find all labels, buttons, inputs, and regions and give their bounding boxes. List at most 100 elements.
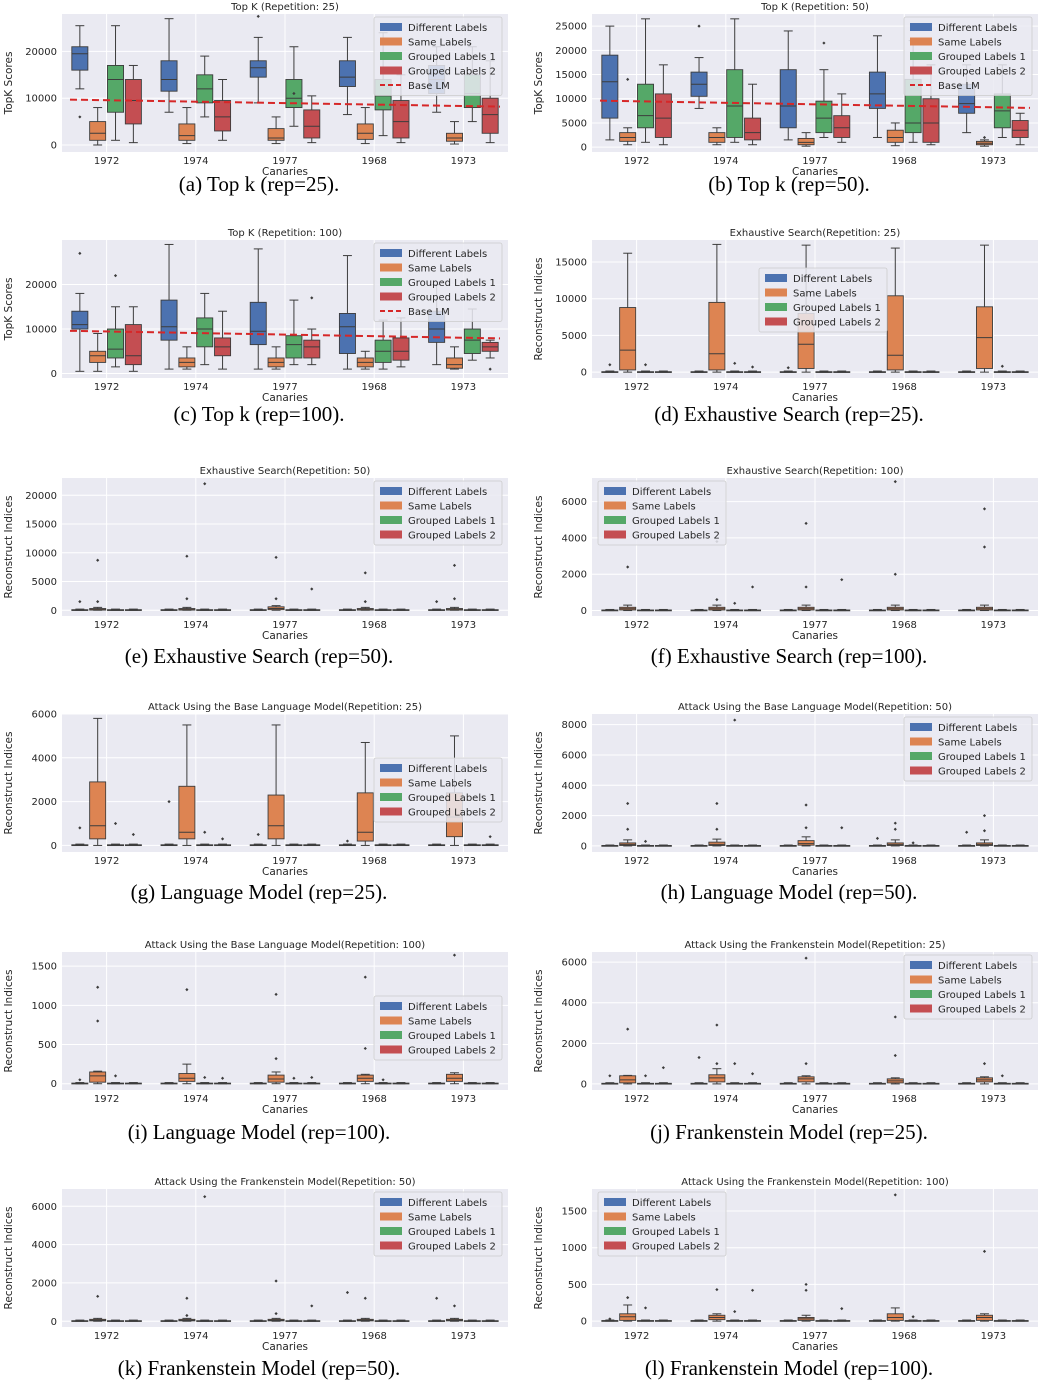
x-tick-label: 1972	[94, 1094, 119, 1105]
legend-label: Grouped Labels 1	[408, 278, 496, 289]
box-different-labels-1977	[779, 844, 797, 847]
outlier-point	[256, 832, 260, 837]
legend: Different Labels Same Labels Grouped Label…	[373, 757, 503, 823]
legend-frame	[373, 995, 503, 1061]
figure-caption: (e) Exhaustive Search (rep=50).	[124, 644, 394, 668]
box-same-labels-1968	[886, 480, 904, 612]
box-body	[922, 98, 940, 143]
box-grouped-labels-2-1972	[654, 370, 672, 373]
legend-label: Same Labels	[938, 38, 1002, 49]
legend-label: Same Labels	[408, 779, 472, 790]
box-grouped-labels-2-1974	[214, 608, 232, 611]
box-different-labels-1977	[779, 608, 797, 612]
legend-swatch	[380, 1241, 402, 1250]
outlier-point	[185, 554, 189, 558]
x-axis-label: Canaries	[792, 1104, 838, 1116]
y-tick-label: 8000	[562, 720, 587, 731]
x-tick-label: 1974	[713, 856, 738, 867]
box-same-labels-1972	[89, 332, 107, 372]
outlier-point	[982, 135, 987, 140]
box-different-labels-1974	[160, 1082, 178, 1085]
x-tick-label: 1974	[183, 620, 208, 631]
legend-frame	[373, 480, 503, 546]
legend-label: Grouped Labels 1	[938, 990, 1026, 1001]
box-grouped-labels-2-1968	[392, 1082, 410, 1085]
y-tick-label: 10000	[25, 94, 57, 105]
x-tick-label: 1977	[272, 1331, 297, 1342]
y-tick-label: 1000	[562, 1243, 587, 1254]
outlier-point	[893, 1053, 897, 1058]
legend-swatch	[910, 766, 932, 775]
x-tick-label: 1968	[361, 1331, 386, 1342]
outlier-point	[363, 600, 367, 604]
box-different-labels-1973	[958, 608, 976, 612]
outlier-point	[310, 1304, 314, 1308]
base-lm-line	[599, 99, 1031, 109]
box-body	[779, 69, 797, 129]
chart-title: Exhaustive Search(Repetition: 25)	[730, 228, 901, 239]
legend-swatch	[604, 530, 626, 539]
box-different-labels-1968	[338, 839, 356, 847]
box-grouped-labels-1-1973	[993, 844, 1011, 847]
x-tick-label: 1972	[94, 620, 119, 631]
y-tick-label: 2000	[562, 1039, 587, 1050]
box-same-labels-1973	[976, 135, 993, 147]
box-grouped-labels-2-1974	[214, 1076, 232, 1085]
box-different-labels-1972	[71, 1319, 89, 1322]
outlier-point	[185, 988, 189, 992]
box-same-labels-1977	[797, 956, 815, 1085]
outlier-point	[452, 1304, 457, 1308]
legend-swatch	[380, 1002, 402, 1010]
y-tick-label: 10000	[25, 325, 57, 336]
box-same-labels-1968	[356, 107, 374, 145]
legend-swatch	[604, 501, 626, 510]
x-tick-label: 1968	[891, 856, 916, 867]
legend-swatch	[604, 1241, 626, 1250]
x-axis-label: Canaries	[792, 866, 838, 878]
box-body	[868, 71, 886, 109]
legend-swatch	[380, 37, 402, 46]
chart-panel-g: 0 2000 4000 6000 1972 1974 1977 1968 1973 Attack …	[0, 700, 518, 910]
box-grouped-labels-2-1974	[744, 83, 762, 146]
outlier-point	[822, 41, 826, 45]
box-grouped-labels-2-1977	[303, 296, 321, 366]
box-body	[107, 328, 124, 359]
legend-label: Same Labels	[938, 738, 1002, 749]
box-different-labels-1972	[601, 844, 619, 847]
y-tick-label: 25000	[555, 22, 587, 33]
legend-frame	[903, 954, 1033, 1020]
chart-c: 0 10000 20000 1972 1974 1977 1968 1973 Top K (Re…	[3, 228, 508, 404]
box-grouped-labels-1-1972	[637, 1306, 654, 1322]
box-grouped-labels-1-1968	[374, 1078, 392, 1085]
legend-swatch	[380, 516, 402, 524]
legend-swatch	[604, 516, 626, 524]
x-tick-label: 1973	[981, 620, 1006, 631]
x-tick-label: 1974	[713, 156, 738, 167]
box-body	[815, 100, 833, 134]
box-body	[481, 97, 499, 134]
box-body	[178, 1073, 196, 1082]
box-body	[267, 794, 285, 840]
x-axis-label: Canaries	[792, 392, 838, 404]
box-different-labels-1974	[690, 370, 708, 373]
chart-panel-e: 0 5000 10000 15000 20000 1972 1974 1977 1968 1973…	[0, 464, 518, 674]
outlier-point	[697, 1055, 701, 1060]
box-body	[833, 115, 851, 138]
legend-label: Same Labels	[408, 1213, 472, 1224]
box-grouped-labels-1-1977	[815, 370, 833, 373]
box-grouped-labels-2-1968	[922, 1319, 940, 1322]
box-different-labels-1968	[868, 1319, 886, 1322]
legend-label: Different Labels	[793, 274, 872, 285]
box-same-labels-1974	[178, 988, 196, 1085]
legend-swatch	[380, 52, 402, 60]
box-grouped-labels-1-1974	[196, 482, 214, 611]
outlier-point	[78, 115, 82, 119]
outlier-point	[292, 91, 296, 96]
box-grouped-labels-2-1974	[744, 844, 762, 847]
box-same-labels-1972	[619, 77, 637, 146]
x-tick-label: 1968	[361, 620, 386, 631]
box-grouped-labels-2-1977	[303, 843, 321, 847]
legend: Different Labels Same Labels Grouped Label…	[903, 16, 1033, 96]
legend-label: Same Labels	[408, 264, 472, 275]
legend-label: Grouped Labels 2	[408, 67, 496, 78]
